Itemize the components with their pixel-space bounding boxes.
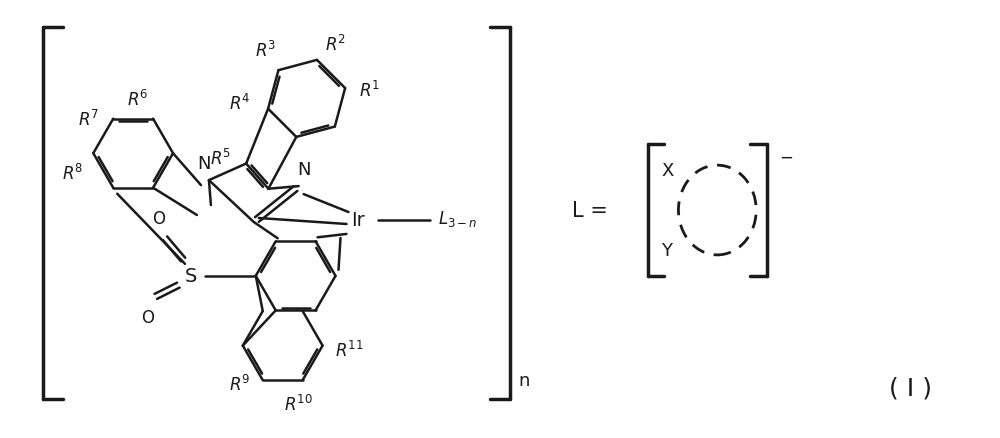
Text: $R^1$: $R^1$	[359, 81, 380, 101]
Text: $R^7$: $R^7$	[78, 110, 99, 130]
Text: X: X	[661, 162, 674, 180]
Text: $R^9$: $R^9$	[229, 374, 251, 394]
Text: N: N	[197, 155, 211, 173]
Text: $R^{11}$: $R^{11}$	[335, 340, 363, 360]
Text: O: O	[153, 209, 166, 227]
Text: Ir: Ir	[352, 211, 365, 230]
Text: $R^3$: $R^3$	[255, 41, 276, 61]
Text: S: S	[185, 267, 197, 286]
Text: N: N	[297, 161, 310, 179]
Text: $R^2$: $R^2$	[325, 35, 346, 55]
Text: n: n	[518, 371, 529, 389]
Text: $L_{3-n}$: $L_{3-n}$	[438, 208, 478, 229]
Text: $R^6$: $R^6$	[127, 89, 148, 110]
Text: $R^8$: $R^8$	[62, 164, 83, 184]
Text: O: O	[142, 308, 155, 326]
Text: $R^{10}$: $R^{10}$	[284, 394, 313, 414]
Text: L =: L =	[572, 201, 608, 220]
Text: $R^4$: $R^4$	[229, 93, 250, 113]
Text: $-$: $-$	[779, 147, 793, 165]
Text: ( I ): ( I )	[889, 375, 932, 399]
Text: $R^5$: $R^5$	[210, 148, 231, 168]
Text: Y: Y	[661, 241, 672, 259]
